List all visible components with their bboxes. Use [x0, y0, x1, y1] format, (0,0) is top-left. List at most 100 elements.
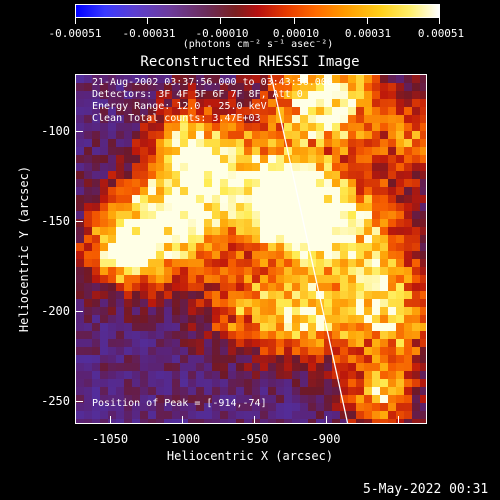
heatmap-cell — [316, 235, 324, 243]
heatmap-cell — [340, 419, 348, 423]
heatmap-cell — [116, 115, 124, 123]
overlay-peak-position: Position of Peak = [-914,-74] — [92, 398, 267, 409]
heatmap-cell — [108, 123, 116, 131]
heatmap-cell — [220, 163, 228, 171]
heatmap-cell — [332, 291, 340, 299]
heatmap-cell — [148, 91, 156, 99]
heatmap-cell — [244, 267, 252, 275]
heatmap-cell — [404, 227, 412, 235]
heatmap-cell — [252, 419, 260, 423]
heatmap-cell — [412, 419, 420, 423]
heatmap-cell — [356, 379, 364, 387]
heatmap-cell — [92, 91, 100, 99]
heatmap-cell — [292, 75, 300, 83]
heatmap-cell — [172, 403, 180, 411]
heatmap-cell — [252, 83, 260, 91]
heatmap-cell — [84, 107, 92, 115]
heatmap-cell — [140, 227, 148, 235]
heatmap-cell — [180, 315, 188, 323]
heatmap-cell — [156, 283, 164, 291]
heatmap-cell — [420, 387, 426, 395]
heatmap-cell — [92, 195, 100, 203]
heatmap-cell — [348, 283, 356, 291]
heatmap-cell — [260, 419, 268, 423]
heatmap-cell — [180, 107, 188, 115]
heatmap-cell — [364, 291, 372, 299]
heatmap-cell — [308, 251, 316, 259]
heatmap-cell — [84, 227, 92, 235]
heatmap-cell — [244, 395, 252, 403]
heatmap-cell — [204, 243, 212, 251]
heatmap-cell — [252, 267, 260, 275]
heatmap-cell — [356, 331, 364, 339]
heatmap-cell — [164, 83, 172, 91]
heatmap-cell — [332, 187, 340, 195]
heatmap-cell — [180, 171, 188, 179]
heatmap-cell — [292, 139, 300, 147]
heatmap-cell — [140, 355, 148, 363]
heatmap-cell — [228, 395, 236, 403]
heatmap-cell — [348, 379, 356, 387]
heatmap-cell — [276, 355, 284, 363]
heatmap-cell — [284, 363, 292, 371]
heatmap-cell — [356, 147, 364, 155]
heatmap-cell — [228, 307, 236, 315]
heatmap-cell — [412, 411, 420, 419]
heatmap-cell — [284, 387, 292, 395]
heatmap-cell — [148, 371, 156, 379]
heatmap-cell — [276, 171, 284, 179]
heatmap-cell — [84, 91, 92, 99]
heatmap-cell — [236, 323, 244, 331]
overlay-detectors: Detectors: 3F 4F 5F 6F 7F 8F, Att 0 — [92, 89, 303, 100]
heatmap-cell — [396, 163, 404, 171]
heatmap-cell — [364, 147, 372, 155]
heatmap-cell — [300, 155, 308, 163]
heatmap-cell — [156, 155, 164, 163]
heatmap-cell — [92, 307, 100, 315]
heatmap-cell — [252, 379, 260, 387]
heatmap-cell — [284, 299, 292, 307]
heatmap-cell — [316, 179, 324, 187]
heatmap-cell — [396, 291, 404, 299]
heatmap-cell — [212, 147, 220, 155]
heatmap-cell — [260, 267, 268, 275]
heatmap-cell — [212, 331, 220, 339]
heatmap-cell — [364, 387, 372, 395]
heatmap-cell — [388, 371, 396, 379]
heatmap-cell — [364, 123, 372, 131]
heatmap-cell — [252, 123, 260, 131]
heatmap-cell — [260, 99, 268, 107]
heatmap-cell — [380, 323, 388, 331]
heatmap-cell — [148, 259, 156, 267]
heatmap-cell — [292, 235, 300, 243]
heatmap-cell — [348, 339, 356, 347]
heatmap-cell — [84, 403, 92, 411]
heatmap-cell — [260, 363, 268, 371]
heatmap-cell — [228, 83, 236, 91]
heatmap-cell — [188, 275, 196, 283]
heatmap-cell — [380, 123, 388, 131]
heatmap-cell — [156, 179, 164, 187]
heatmap-cell — [100, 75, 108, 83]
heatmap-cell — [308, 355, 316, 363]
heatmap-cell — [84, 163, 92, 171]
heatmap-cell — [420, 267, 426, 275]
heatmap-cell — [196, 347, 204, 355]
heatmap-cell — [116, 275, 124, 283]
heatmap-cell — [236, 283, 244, 291]
colorbar-tick — [439, 18, 440, 24]
heatmap-cell — [236, 91, 244, 99]
heatmap-cell — [276, 83, 284, 91]
heatmap-cell — [108, 179, 116, 187]
heatmap-cell — [364, 267, 372, 275]
heatmap-cell — [92, 171, 100, 179]
heatmap-cell — [388, 243, 396, 251]
heatmap-cell — [132, 379, 140, 387]
heatmap-cell — [156, 307, 164, 315]
heatmap-cell — [292, 259, 300, 267]
heatmap-cell — [124, 299, 132, 307]
heatmap-cell — [316, 131, 324, 139]
heatmap-cell — [116, 179, 124, 187]
heatmap-cell — [372, 267, 380, 275]
heatmap-cell — [324, 363, 332, 371]
